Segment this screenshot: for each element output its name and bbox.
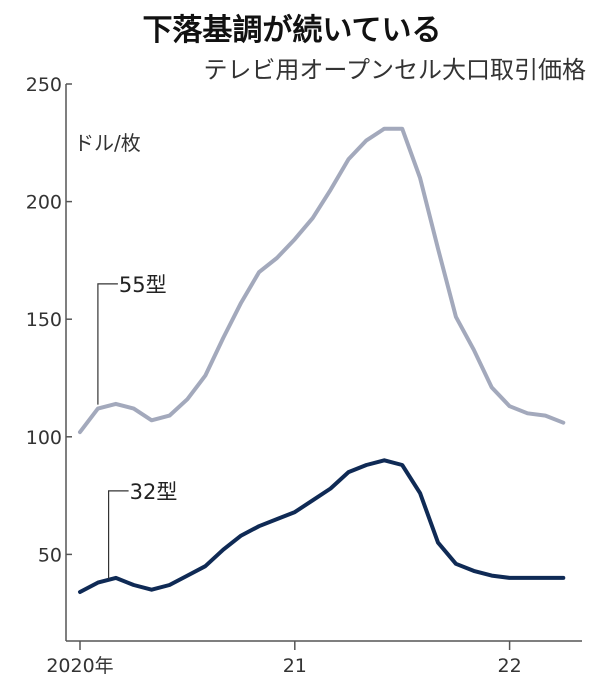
y-tick-label: 100 (26, 427, 62, 449)
series-leader-1 (107, 490, 129, 579)
x-tick-label: 2020年 (46, 655, 113, 677)
y-tick-label: 250 (26, 74, 62, 96)
x-tick-label: 22 (498, 655, 522, 677)
axes: 50 100 150 200 250 2020年 21 22 (26, 74, 582, 677)
series-layer: 55型 32型 (78, 126, 566, 594)
y-tick-label: 150 (26, 309, 62, 331)
y-tick-label: 50 (38, 544, 62, 566)
y-tick-label: 200 (26, 192, 62, 214)
series-line-0 (78, 126, 566, 435)
series-label-1: 32型 (130, 480, 178, 504)
series-label-0: 55型 (119, 273, 167, 297)
unit-label: ドル/枚 (74, 131, 141, 155)
series-line-1 (78, 458, 566, 594)
chart-subtitle: テレビ用オープンセル大口取引価格 (203, 56, 586, 84)
series-leader-0 (97, 283, 118, 405)
chart-title: 下落基調が続いている (142, 13, 441, 48)
x-tick-label: 21 (283, 655, 307, 677)
